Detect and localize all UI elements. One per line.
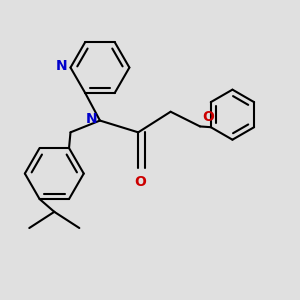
- Text: O: O: [134, 175, 146, 189]
- Text: O: O: [202, 110, 214, 124]
- Text: N: N: [55, 59, 67, 73]
- Text: N: N: [85, 112, 97, 126]
